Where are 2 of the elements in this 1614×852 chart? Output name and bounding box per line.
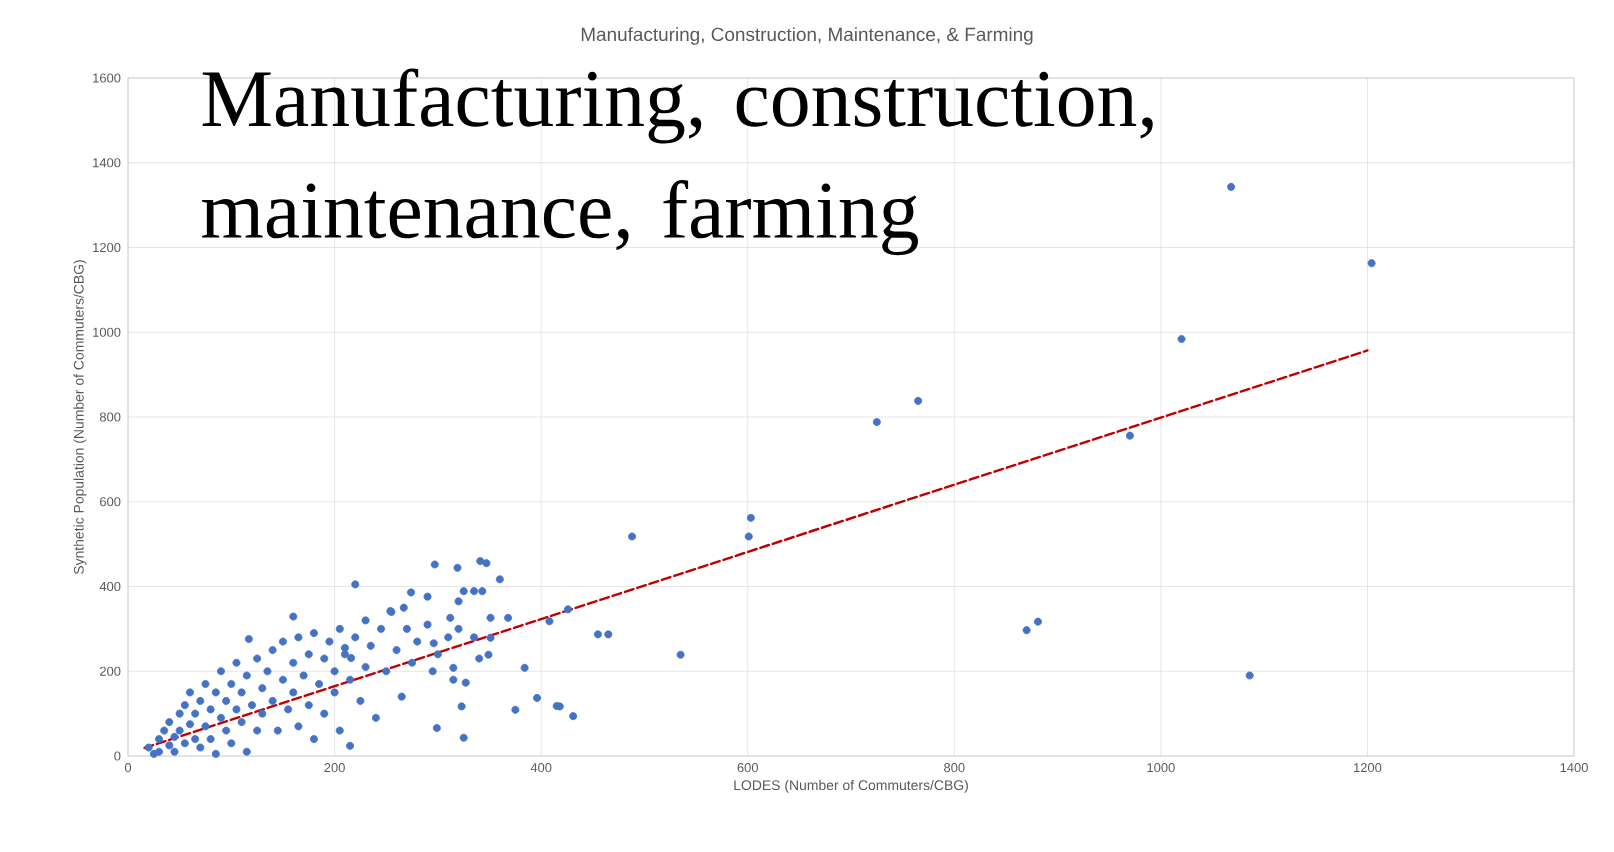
chart-title: Manufacturing, Construction, Maintenance, & Farming [581, 27, 1033, 45]
text: Manufacturing, construction, maintenance, farming [202, 68, 1153, 256]
